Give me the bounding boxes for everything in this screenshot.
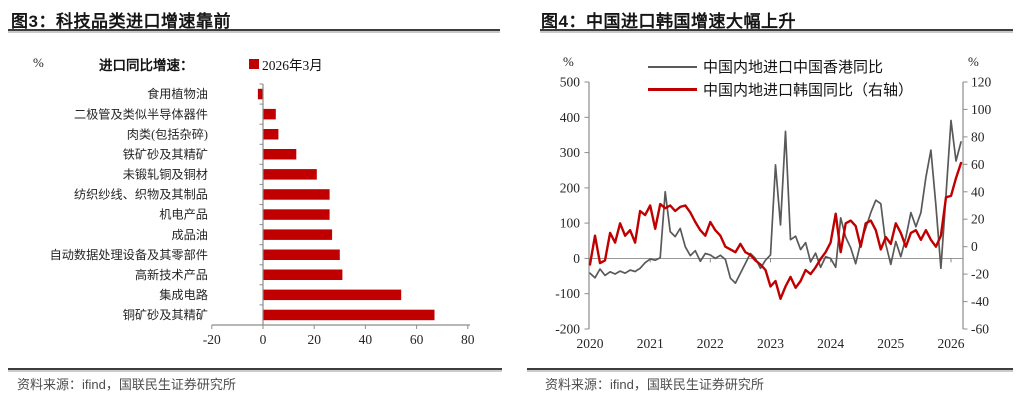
x-axis-tick-label: 2025 [877,336,904,351]
figure4-source: 资料来源：ifind，国联民生证券研究所 [545,377,764,392]
legend-line-swatch-gray [648,65,697,68]
figure3-legend-label: 进口同比增速： [99,58,194,73]
bar [263,209,330,220]
figure4-legend-item-kr: 中国内地进口韩国同比（右轴） [648,79,913,100]
figure3-legend-item: 2026年3月 [249,54,323,74]
figure4-footer-rule [527,368,1013,370]
bar-category-label: 成品油 [171,228,208,242]
bar [263,289,402,301]
figure4-legend-hk-label: 中国内地进口中国香港同比 [703,60,884,76]
value-axis-tick-label: 80 [461,332,475,347]
bar [263,129,279,140]
figure3-legend-series: 2026年3月 [262,58,323,73]
right-axis-tick-label: 0 [971,239,978,254]
left-axis-tick-label: 100 [560,216,581,231]
right-axis-tick-label: 20 [971,212,985,227]
left-axis-tick-label: -200 [555,322,580,337]
bar-category-label: 铜矿砂及其精矿 [123,307,208,322]
right-axis-tick-label: 60 [971,157,985,172]
bar-category-label: 肉类(包括杂碎) [127,126,208,141]
value-axis-tick-label: -20 [203,332,221,347]
value-axis-tick-label: 20 [307,332,321,347]
series-line-kr [588,161,963,300]
x-axis-tick-label: 2020 [577,336,604,351]
right-axis-tick-label: -40 [971,294,989,309]
bar [263,229,333,240]
legend-line-swatch-red [648,88,697,91]
bar [263,269,343,280]
figure3-footer-rule [8,368,502,370]
right-axis-tick-label: -20 [971,267,989,282]
bar-category-label: 机电产品 [159,208,208,222]
bar-category-label: 纺织纱线、织物及其制品 [74,188,208,202]
right-axis-tick-label: 80 [971,129,985,144]
figure3-source: 资料来源：ifind，国联民生证券研究所 [17,377,236,392]
bar-category-label: 二极管及类似半导体器件 [74,106,208,121]
bar-category-label: 未锻轧铜及铜材 [123,167,208,182]
x-axis-tick-label: 2022 [697,336,724,351]
right-axis-tick-label: 100 [971,102,992,117]
right-axis-tick-label: -60 [971,322,989,337]
bar [263,189,330,200]
bar-category-label: 铁矿砂及其精矿 [123,148,208,162]
figure4-legend-item-hk: 中国内地进口中国香港同比 [648,56,883,77]
left-axis-tick-label: 300 [560,145,581,160]
bar [263,309,435,321]
figure4-legend-kr-label: 中国内地进口韩国同比（右轴） [703,83,914,99]
bar [263,108,276,120]
left-axis-tick-label: 500 [560,75,581,90]
figure4-title-rule [540,29,1013,31]
right-axis-tick-label: 120 [971,75,992,90]
left-axis-tick-label: 400 [560,110,581,125]
value-axis-tick-label: 0 [260,332,267,347]
bar [257,88,263,100]
left-axis-tick-label: 200 [560,180,581,195]
bar [263,249,340,260]
series-line-hk [589,119,962,284]
legend-square-swatch [249,59,259,69]
figure3-y-unit: % [33,55,44,70]
figure4-left-axis-unit: % [563,54,574,69]
x-axis-tick-label: 2021 [637,336,664,351]
bar-category-label: 集成电路 [159,287,208,302]
figure3-title-rule [8,29,500,31]
bar [263,169,317,180]
x-axis-tick-label: 2026 [938,336,965,351]
bar-category-label: 食用植物油 [147,86,208,101]
right-axis-tick-label: 40 [971,184,985,199]
bar [263,149,297,160]
x-axis-tick-label: 2023 [757,336,784,351]
value-axis-tick-label: 40 [359,332,373,347]
value-axis-tick-label: 60 [410,332,424,347]
x-axis-tick-label: 2024 [817,336,844,351]
bar-category-label: 自动数据处理设备及其零部件 [50,247,208,262]
figure4-right-axis-unit: % [968,54,979,69]
left-axis-tick-label: -100 [555,286,580,301]
figure4-title: 图4：中国进口韩国增速大幅上升 [541,12,796,31]
bar-category-label: 高新技术产品 [135,267,208,282]
figure3-title: 图3：科技品类进口增速靠前 [11,12,231,31]
left-axis-tick-label: 0 [573,251,580,266]
